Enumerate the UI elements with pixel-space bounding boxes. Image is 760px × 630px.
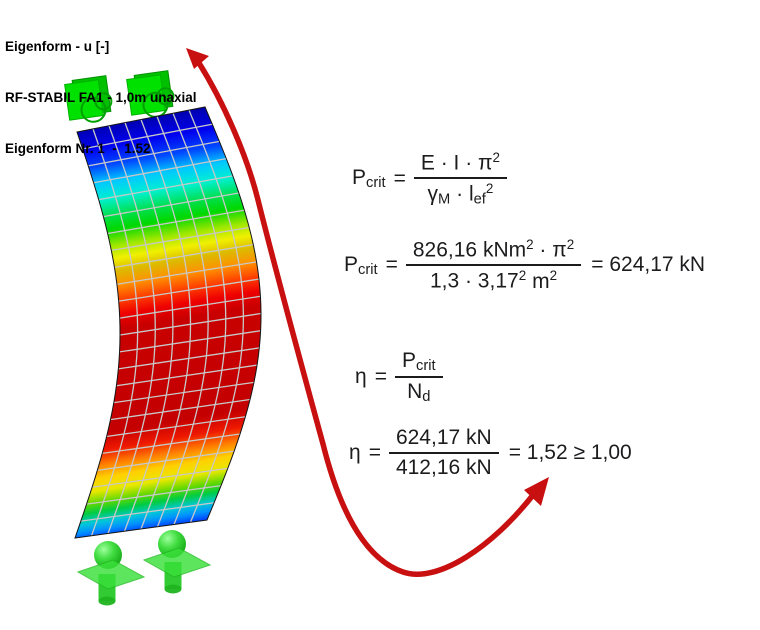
arrowhead-to-result-icon: [524, 477, 549, 506]
f2-equals: =: [385, 253, 398, 277]
arrowhead-to-header-icon: [186, 48, 209, 69]
f4-fraction: 624,17 kN 412,16 kN: [388, 426, 499, 480]
f4-lhs: η: [349, 441, 361, 464]
f2-result: = 624,17 kN: [591, 253, 706, 277]
f1-denominator: γM · lef2: [413, 177, 508, 208]
annotation-arrow: [186, 48, 549, 577]
f3-lhs: η: [355, 365, 367, 389]
f3-equals: =: [374, 365, 387, 389]
formula-eta-numeric: η = 624,17 kN 412,16 kN = 1,52 ≥ 1,00: [349, 426, 632, 480]
f3-numerator: Pcrit: [401, 349, 436, 375]
f1-lhs: Pcrit: [352, 166, 386, 192]
header-loadcase-line: RF-STABIL FA1 - 1,0m unaxial: [5, 90, 197, 105]
f1-numerator: E · I · π2: [420, 150, 501, 175]
f3-denominator: Nd: [394, 376, 443, 405]
buckled-column-mesh: [74, 106, 262, 539]
f1-equals: =: [393, 167, 406, 190]
hinge-circle-icon: [156, 87, 175, 106]
header-eigenform-line: Eigenform Nr. 1 - 1.52: [5, 141, 151, 156]
top-plate-supports: [64, 70, 175, 123]
formula-pcrit-numeric: Pcrit = 826,16 kNm2 · π2 1,3 · 3,172 m2 =…: [344, 237, 705, 294]
top-plate-support-2: [126, 70, 175, 118]
support-plate-icon: [76, 559, 146, 590]
support-plate-icon: [142, 547, 212, 578]
f4-numerator: 624,17 kN: [395, 426, 492, 449]
f4-result: = 1,52 ≥ 1,00: [508, 441, 632, 464]
header-quantity-line: Eigenform - u [-]: [5, 39, 110, 54]
formula-eta-symbolic: η = Pcrit Nd: [355, 349, 443, 405]
bottom-hinge-support-2: [142, 530, 212, 594]
f2-numerator: 826,16 kNm2 · π2: [412, 237, 575, 262]
top-plate-support-1: [64, 75, 113, 123]
result-header: Eigenform - u [-] RF-STABIL FA1 - 1,0m u…: [5, 4, 197, 191]
f4-equals: =: [368, 441, 381, 464]
f2-lhs: Pcrit: [344, 252, 378, 278]
mesh-grid: [80, 109, 262, 536]
f2-fraction: 826,16 kNm2 · π2 1,3 · 3,172 m2: [405, 237, 582, 294]
f4-denominator: 412,16 kN: [388, 452, 499, 480]
hinge-circle-icon: [94, 92, 113, 111]
bottom-hinge-support-1: [76, 541, 146, 606]
f3-fraction: Pcrit Nd: [394, 349, 443, 405]
bottom-hinge-supports: [76, 530, 212, 606]
formula-pcrit-symbolic: Pcrit = E · I · π2 γM · lef2: [352, 150, 508, 208]
f2-denominator: 1,3 · 3,172 m2: [405, 264, 582, 293]
f1-fraction: E · I · π2 γM · lef2: [413, 150, 508, 208]
